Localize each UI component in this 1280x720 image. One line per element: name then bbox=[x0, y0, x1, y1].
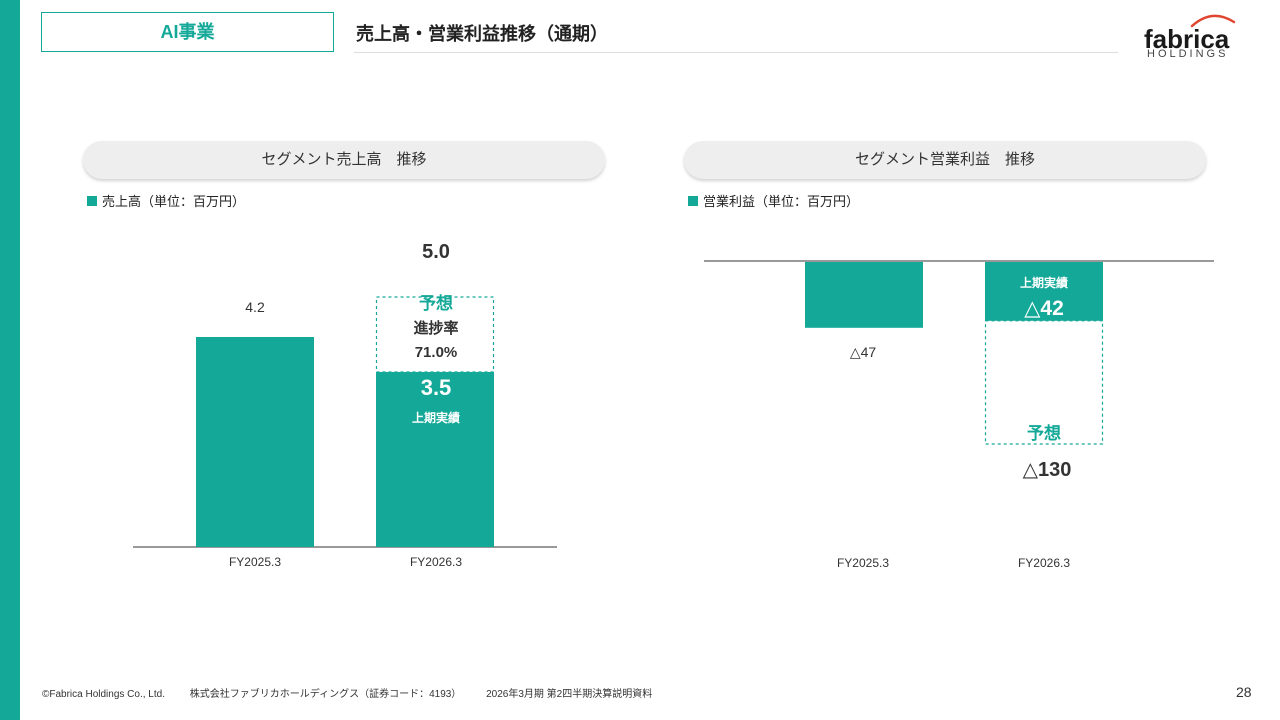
profit-value-fy2025: △47 bbox=[850, 344, 877, 360]
profit-bar-fy2026-first-half bbox=[985, 262, 1103, 321]
profit-forecast-label: 予想 bbox=[1027, 423, 1061, 443]
sales-x-tick-fy2025: FY2025.3 bbox=[229, 555, 281, 569]
footer-copyright: ©Fabrica Holdings Co., Ltd. bbox=[42, 689, 165, 700]
sales-first-half-value: 3.5 bbox=[421, 375, 452, 400]
profit-forecast-total: △130 bbox=[1023, 459, 1072, 481]
slide-title: 売上高・営業利益推移（通期） bbox=[356, 24, 608, 44]
sales-legend: 売上高（単位：百万円） bbox=[87, 194, 245, 210]
profit-first-half-label: 上期実績 bbox=[1020, 275, 1068, 290]
sales-value-fy2025: 4.2 bbox=[245, 299, 265, 315]
profit-x-tick-fy2025: FY2025.3 bbox=[837, 556, 889, 570]
sales-forecast-label: 予想 bbox=[419, 293, 453, 313]
profit-legend: 営業利益（単位：百万円） bbox=[688, 194, 859, 210]
profit-x-tick-fy2026: FY2026.3 bbox=[1018, 556, 1070, 570]
title-divider bbox=[354, 52, 1118, 53]
section-tag: AI事業 bbox=[41, 12, 334, 52]
sales-bar-fy2026-first-half bbox=[376, 372, 494, 547]
sales-chart-title: セグメント売上高 推移 bbox=[83, 141, 605, 179]
logo-arc-icon bbox=[1190, 14, 1236, 28]
logo-subtitle: HOLDINGS bbox=[1147, 48, 1229, 60]
sales-chart: 4.2 5.0 予想 進捗率 71.0% 3.5 上期実績 FY2025.3 F… bbox=[133, 241, 557, 569]
profit-chart: △47 上期実績 △42 予想 △130 FY2025.3 FY2026.3 bbox=[704, 260, 1214, 570]
footer: ©Fabrica Holdings Co., Ltd. 株式会社ファブリカホール… bbox=[42, 685, 674, 700]
sales-progress-value: 71.0% bbox=[415, 344, 458, 361]
sales-forecast-total: 5.0 bbox=[422, 241, 450, 263]
page-number: 28 bbox=[1236, 684, 1252, 700]
profit-bar-fy2025 bbox=[805, 262, 923, 328]
profit-legend-label: 営業利益（単位：百万円） bbox=[703, 194, 860, 209]
sales-legend-swatch bbox=[87, 196, 97, 206]
footer-report: 2026年3月期 第2四半期決算説明資料 bbox=[486, 689, 653, 700]
sales-legend-label: 売上高（単位：百万円） bbox=[102, 194, 246, 209]
footer-company: 株式会社ファブリカホールディングス（証券コード：4193） bbox=[189, 689, 462, 700]
profit-first-half-value: △42 bbox=[1024, 297, 1064, 320]
logo-wordmark: fabrica bbox=[1144, 24, 1230, 54]
sales-first-half-label: 上期実績 bbox=[412, 410, 460, 425]
sales-progress-label: 進捗率 bbox=[413, 319, 458, 337]
sales-bar-fy2025 bbox=[196, 337, 314, 547]
profit-chart-title: セグメント営業利益 推移 bbox=[684, 141, 1206, 179]
profit-legend-swatch bbox=[688, 196, 698, 206]
left-accent-stripe bbox=[0, 0, 20, 720]
company-logo: fabrica HOLDINGS bbox=[1140, 10, 1240, 62]
sales-x-tick-fy2026: FY2026.3 bbox=[410, 555, 462, 569]
